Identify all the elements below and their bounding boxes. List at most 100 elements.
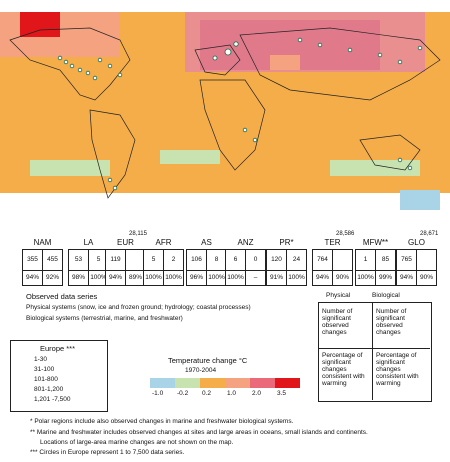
region-box: 5 2 100% 100%	[143, 249, 184, 286]
region-name: AFR	[155, 238, 172, 247]
region-name: ANZ	[237, 238, 254, 247]
region-physical-count: 6	[233, 256, 238, 263]
region-9: GLO 765 94% 90% 28,671	[396, 231, 438, 286]
region-biological-count: 8	[206, 250, 226, 270]
europe-legend	[10, 340, 108, 412]
region-biological-pct: 90%	[416, 270, 436, 285]
region-biological-count	[332, 250, 352, 270]
region-biological-count: 2	[163, 250, 183, 270]
region-biological-count: 24	[286, 250, 306, 270]
region-name: MFW**	[362, 238, 389, 247]
footnote-2: ** Marine and freshwater includes observ…	[30, 429, 368, 436]
region-physical-count: 765	[401, 256, 412, 263]
scale-swatch	[175, 378, 200, 388]
region-7: TER 764 94% 90% 28,586	[312, 231, 354, 286]
key-table-divider	[372, 302, 373, 400]
key-row1-physical: Number of significant observed changes	[322, 308, 353, 336]
region-3: AFR 5 2 100% 100%	[143, 238, 184, 286]
scale-tick-label: -1.0	[152, 390, 164, 397]
scale-tick-label: -0.2	[177, 390, 189, 397]
region-name: LA	[83, 238, 94, 247]
region-biological-count	[125, 250, 145, 270]
region-physical-count: 53	[74, 256, 83, 263]
region-biological-pct: 99%	[375, 270, 395, 285]
biological-series-label: Biological systems (terrestrial, marine,…	[26, 315, 183, 322]
physical-series-label: Physical systems (snow, ice and frozen g…	[26, 304, 251, 311]
europe-item-3: 101-800	[34, 376, 58, 383]
region-6: PR* 120 24 91% 100%	[266, 238, 307, 286]
region-physical-count: 764	[317, 256, 328, 263]
region-name: AS	[201, 238, 212, 247]
europe-item-4: 801-1,200	[34, 386, 64, 393]
region-box: 120 24 91% 100%	[266, 249, 307, 286]
region-physical-pct: 98%	[69, 270, 88, 285]
region-callout: 28,115	[129, 231, 147, 237]
region-physical-count: 120	[271, 256, 282, 263]
footnote-3: *** Circles in Europe represent 1 to 7,5…	[30, 449, 185, 456]
region-physical-count: 119	[110, 256, 121, 263]
region-physical-pct: 100%	[226, 270, 245, 285]
scale-swatch	[150, 378, 175, 388]
region-biological-count: 5	[88, 250, 108, 270]
region-physical-pct: 91%	[267, 270, 286, 285]
region-box: 6 0 100% –	[225, 249, 266, 286]
region-biological-count	[416, 250, 436, 270]
temperature-ticks: -1.0 -0.2 0.2 1.0 2.0 3.5	[150, 390, 300, 400]
region-5: ANZ 6 0 100% –	[225, 238, 266, 286]
region-biological-pct: 100%	[163, 270, 183, 285]
key-row1-biological: Number of significant observed changes	[376, 308, 407, 336]
region-physical-pct: 96%	[187, 270, 206, 285]
scale-tick-label: 1.0	[227, 390, 237, 397]
region-box: 764 94% 90%	[312, 249, 353, 286]
key-biological-header: Biological	[372, 292, 400, 299]
scale-swatch	[200, 378, 225, 388]
world-map	[0, 12, 450, 214]
scale-swatch	[275, 378, 300, 388]
region-biological-pct: 90%	[332, 270, 352, 285]
region-physical-count: 106	[191, 256, 202, 263]
region-biological-pct: 100%	[286, 270, 306, 285]
region-box: 53 5 98% 100%	[68, 249, 109, 286]
region-box: 119 94% 89%	[105, 249, 146, 286]
footnote-1: * Polar regions include also observed ch…	[30, 418, 294, 425]
region-physical-pct: 94%	[23, 270, 42, 285]
region-physical-pct: 100%	[356, 270, 375, 285]
scale-swatch	[225, 378, 250, 388]
temperature-title: Temperature change °C	[168, 356, 248, 365]
footnote-2b: Locations of large-area marine changes a…	[40, 439, 234, 446]
region-biological-count: 85	[375, 250, 395, 270]
scale-tick-label: 0.2	[202, 390, 212, 397]
europe-item-1: 1-30	[34, 356, 48, 363]
europe-item-2: 31-100	[34, 366, 55, 373]
region-0: NAM 355 455 94% 92%	[22, 238, 63, 286]
key-table-row-divider	[318, 348, 430, 349]
region-physical-pct: 100%	[144, 270, 163, 285]
region-box: 1 85 100% 99%	[355, 249, 396, 286]
region-box: 355 455 94% 92%	[22, 249, 63, 286]
key-table	[318, 302, 432, 402]
region-name: PR*	[279, 238, 294, 247]
region-physical-pct: 94%	[397, 270, 416, 285]
temperature-period: 1970-2004	[185, 367, 217, 374]
key-row2-physical: Percentage of significant changes consis…	[322, 352, 365, 387]
region-biological-count: 455	[42, 250, 62, 270]
region-2: EUR 119 94% 89% 28,115	[105, 231, 147, 286]
region-box: 106 8 96% 100%	[186, 249, 227, 286]
region-8: MFW** 1 85 100% 99%	[355, 238, 396, 286]
scale-tick-label: 3.5	[277, 390, 287, 397]
region-physical-count: 5	[151, 256, 156, 263]
europe-title: Europe ***	[40, 344, 76, 353]
region-4: AS 106 8 96% 100%	[186, 238, 227, 286]
region-1: LA 53 5 98% 100%	[68, 238, 109, 286]
region-callout: 28,586	[336, 231, 355, 237]
region-physical-pct: 94%	[106, 270, 125, 285]
region-physical-count: 355	[27, 256, 38, 263]
region-callout: 28,671	[420, 231, 439, 237]
region-name: TER	[324, 238, 341, 247]
europe-item-5: 1,201 -7,500	[34, 396, 71, 403]
region-biological-pct: 100%	[88, 270, 108, 285]
region-biological-pct: –	[245, 270, 265, 285]
region-physical-count: 1	[363, 256, 368, 263]
region-box: 765 94% 90%	[396, 249, 437, 286]
region-biological-pct: 100%	[206, 270, 226, 285]
